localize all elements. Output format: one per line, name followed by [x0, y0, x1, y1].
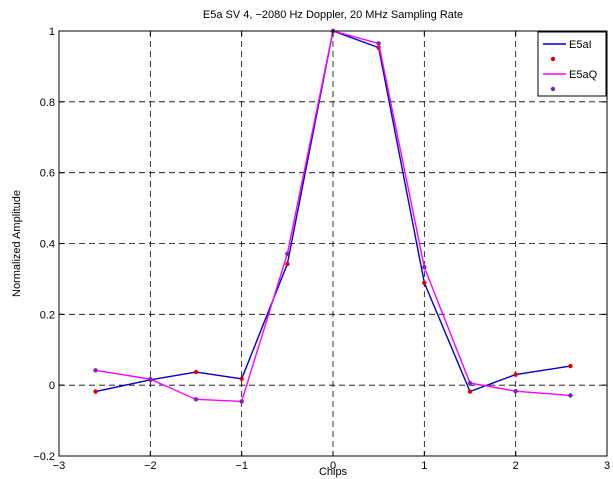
x-tick-label: 1 — [421, 460, 427, 472]
x-tick-label: 3 — [604, 460, 610, 472]
legend: E5aI E5aQ — [537, 31, 607, 97]
data-point — [467, 389, 473, 394]
y-tick-label: 0.2 — [40, 309, 55, 321]
data-point — [422, 265, 427, 270]
data-point — [285, 251, 290, 256]
y-tick-label: 0.8 — [40, 97, 55, 109]
x-tick-label: 2 — [513, 460, 519, 472]
legend-label: E5aI — [569, 39, 592, 51]
data-point — [239, 399, 244, 404]
y-tick-label: 0.4 — [40, 239, 55, 251]
x-tick-label: 0 — [330, 460, 336, 472]
data-point — [93, 368, 98, 373]
y-axis-label: Normalized Amplitude — [11, 190, 23, 297]
data-point — [193, 397, 199, 402]
data-point — [376, 41, 381, 46]
x-tick-label: −1 — [235, 460, 248, 472]
data-point — [193, 369, 199, 375]
x-axis-label: Chips — [319, 466, 348, 478]
grid — [59, 31, 607, 456]
data-point — [467, 380, 473, 386]
x-tick-label: −3 — [53, 460, 66, 472]
y-tick-label: −0.2 — [33, 451, 55, 463]
data-point — [93, 389, 98, 394]
x-tick-label: −2 — [144, 460, 157, 472]
data-point — [513, 372, 518, 377]
legend-label: E5aQ — [569, 69, 598, 81]
ticks: −3 −2 −1 0 1 2 3 −0.2 0 0.2 0.4 0.6 0.8 1 — [33, 26, 610, 472]
data-point — [513, 388, 518, 394]
data-point — [239, 376, 244, 381]
chart-title: E5a SV 4, −2080 Hz Doppler, 20 MHz Sampl… — [203, 9, 463, 21]
data-point — [148, 376, 153, 382]
data-point — [568, 363, 573, 369]
legend-box — [537, 31, 607, 97]
data-point — [568, 393, 573, 398]
data-point — [422, 280, 427, 286]
legend-marker — [550, 56, 556, 62]
y-tick-label: 0.6 — [40, 168, 55, 180]
data-point — [285, 261, 290, 267]
y-tick-label: 1 — [49, 26, 55, 38]
legend-marker — [550, 86, 556, 92]
y-tick-label: 0 — [49, 380, 55, 392]
